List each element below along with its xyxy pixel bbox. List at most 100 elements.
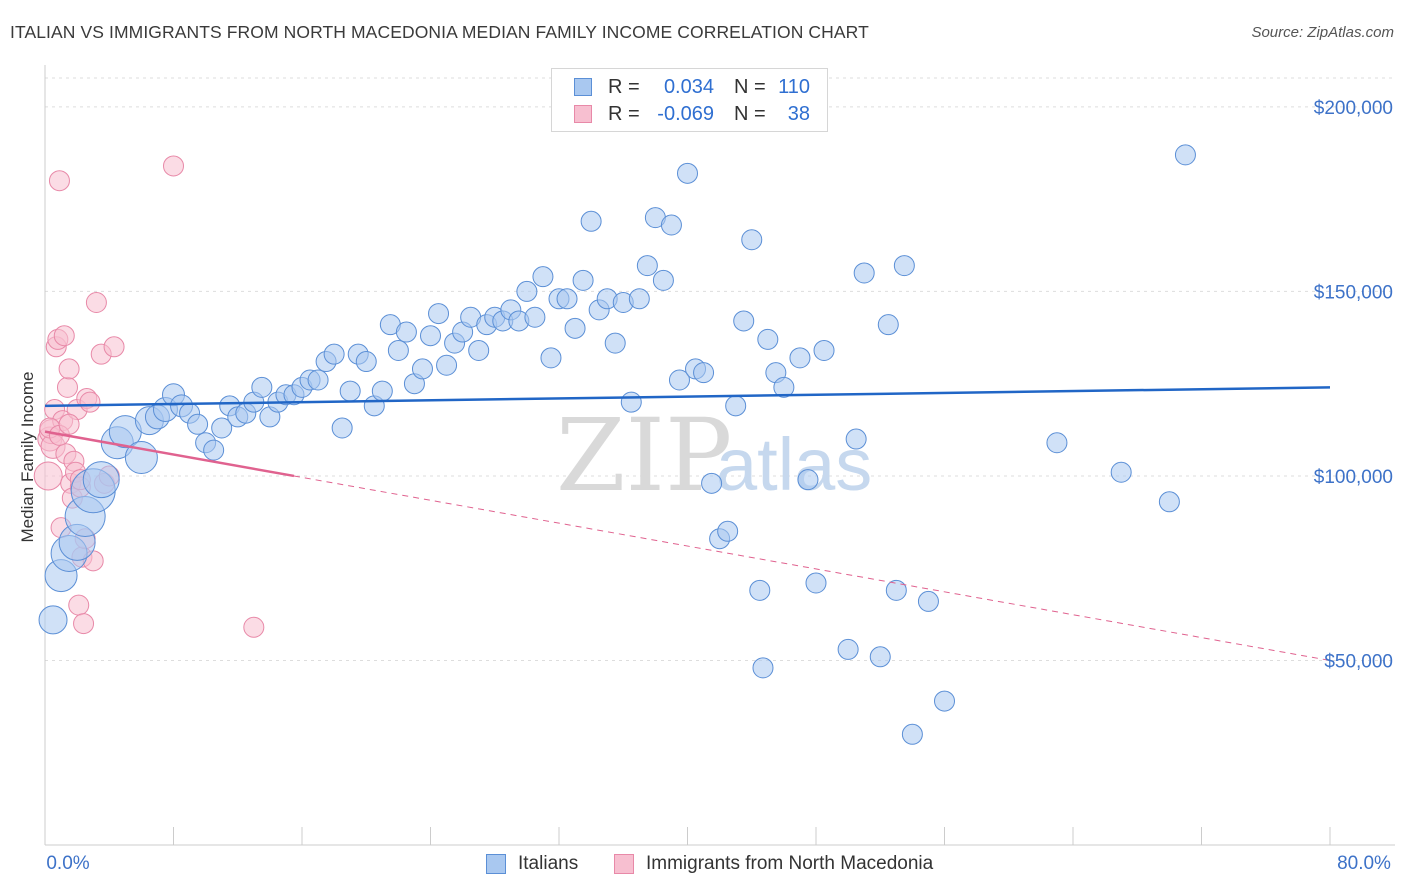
italians-point xyxy=(387,339,409,361)
italians-point xyxy=(752,657,774,679)
watermark-zip: ZIP xyxy=(556,397,732,514)
r-label: R = xyxy=(608,75,640,98)
italians-point xyxy=(693,362,715,384)
italians-point xyxy=(885,579,907,601)
macedonia-point xyxy=(68,594,90,616)
y-tick-label: $200,000 xyxy=(1314,98,1393,119)
italians-legend-label: Italians xyxy=(518,853,579,874)
italians-point xyxy=(187,413,209,435)
y-tick-labels: $50,000 $100,000 $150,000 $200,000 xyxy=(1314,98,1393,673)
italians-point xyxy=(1158,491,1180,513)
italians-point xyxy=(251,376,273,398)
italians-point xyxy=(749,579,771,601)
italians-point xyxy=(757,328,779,350)
italians-point xyxy=(572,269,594,291)
y-axis-label: Median Family Income xyxy=(18,371,37,542)
italians-point xyxy=(516,280,538,302)
r-value: -0.069 xyxy=(657,102,714,125)
italians-point xyxy=(524,306,546,328)
macedonia-point xyxy=(243,616,265,638)
italians-point xyxy=(853,262,875,284)
italians-point xyxy=(869,646,891,668)
italians-point xyxy=(38,605,68,635)
italians-trend-line xyxy=(44,386,1331,408)
macedonia-point xyxy=(33,461,63,491)
n-label: N = xyxy=(734,75,766,98)
macedonia-legend-label: Immigrants from North Macedonia xyxy=(646,853,934,874)
italians-point xyxy=(540,347,562,369)
italians-point xyxy=(934,690,955,712)
grid-lines xyxy=(45,77,1395,661)
macedonia-trend-line xyxy=(44,430,295,478)
bottom-legend-italians: Italians xyxy=(486,852,578,876)
legend-row-italians: R = 0.034 N = 110 xyxy=(574,75,810,99)
macedonia-point xyxy=(58,358,80,380)
italians-point xyxy=(1174,144,1196,166)
italians-point xyxy=(620,391,642,413)
italians-point xyxy=(580,210,602,232)
x-tick-label-max: 80.0% xyxy=(1337,853,1391,874)
italians-point xyxy=(203,439,225,461)
italians-point xyxy=(371,380,393,402)
italians-point xyxy=(420,325,441,347)
macedonia-point xyxy=(85,292,107,313)
italians-point xyxy=(668,369,690,391)
italians-point xyxy=(837,638,859,660)
italians-point xyxy=(877,314,899,336)
macedonia-point xyxy=(53,325,75,347)
italians-point xyxy=(733,310,755,332)
italians-point xyxy=(556,288,578,310)
italians-point xyxy=(211,417,233,439)
italians-point xyxy=(395,321,417,343)
italians-point xyxy=(468,339,490,361)
italians-point xyxy=(813,339,835,361)
macedonia-point xyxy=(103,336,125,358)
italians-point xyxy=(717,520,739,542)
macedonia-point xyxy=(58,413,80,435)
italians-point xyxy=(628,288,650,310)
italians-point xyxy=(797,469,819,491)
italians-point xyxy=(331,417,353,439)
y-tick-label: $100,000 xyxy=(1314,467,1393,488)
italians-point xyxy=(436,354,458,376)
italians-point xyxy=(917,590,939,612)
italians-point xyxy=(636,255,658,277)
n-label: N = xyxy=(734,102,766,125)
italians-legend-swatch xyxy=(486,854,506,874)
r-label: R = xyxy=(608,102,640,125)
italians-point xyxy=(789,347,811,369)
italians-point xyxy=(355,351,377,373)
italians-point xyxy=(893,255,915,277)
macedonia-swatch xyxy=(574,105,592,123)
correlation-legend: R = 0.034 N = 110 R = -0.069 N = 38 xyxy=(551,68,828,132)
italians-point xyxy=(82,461,120,499)
trend-lines xyxy=(44,386,1331,661)
italians-point xyxy=(741,229,763,251)
bottom-legend-macedonia: Immigrants from North Macedonia xyxy=(614,852,933,876)
italians-point xyxy=(1110,461,1132,483)
axes xyxy=(44,65,1395,846)
italians-point xyxy=(773,376,795,398)
x-tick-label-min: 0.0% xyxy=(46,853,89,874)
italians-point xyxy=(725,395,747,417)
chart-title: ITALIAN VS IMMIGRANTS FROM NORTH MACEDON… xyxy=(10,22,869,42)
macedonia-point xyxy=(56,376,78,398)
italians-point xyxy=(323,343,345,365)
italians-point xyxy=(660,214,682,236)
macedonia-point xyxy=(163,155,184,177)
source-label: Source: ZipAtlas.com xyxy=(1251,24,1394,41)
italians-point xyxy=(677,162,698,184)
italians-point xyxy=(845,428,867,450)
n-value: 110 xyxy=(778,75,810,98)
italians-point xyxy=(564,317,586,339)
italians-point xyxy=(652,269,674,291)
italians-point xyxy=(1046,432,1068,454)
macedonia-point xyxy=(73,613,95,635)
macedonia-point xyxy=(48,170,70,192)
y-tick-label: $50,000 xyxy=(1324,651,1393,672)
macedonia-legend-swatch xyxy=(614,854,634,874)
italians-point xyxy=(339,380,361,402)
italians-point xyxy=(532,266,554,288)
italians-point xyxy=(604,332,626,354)
